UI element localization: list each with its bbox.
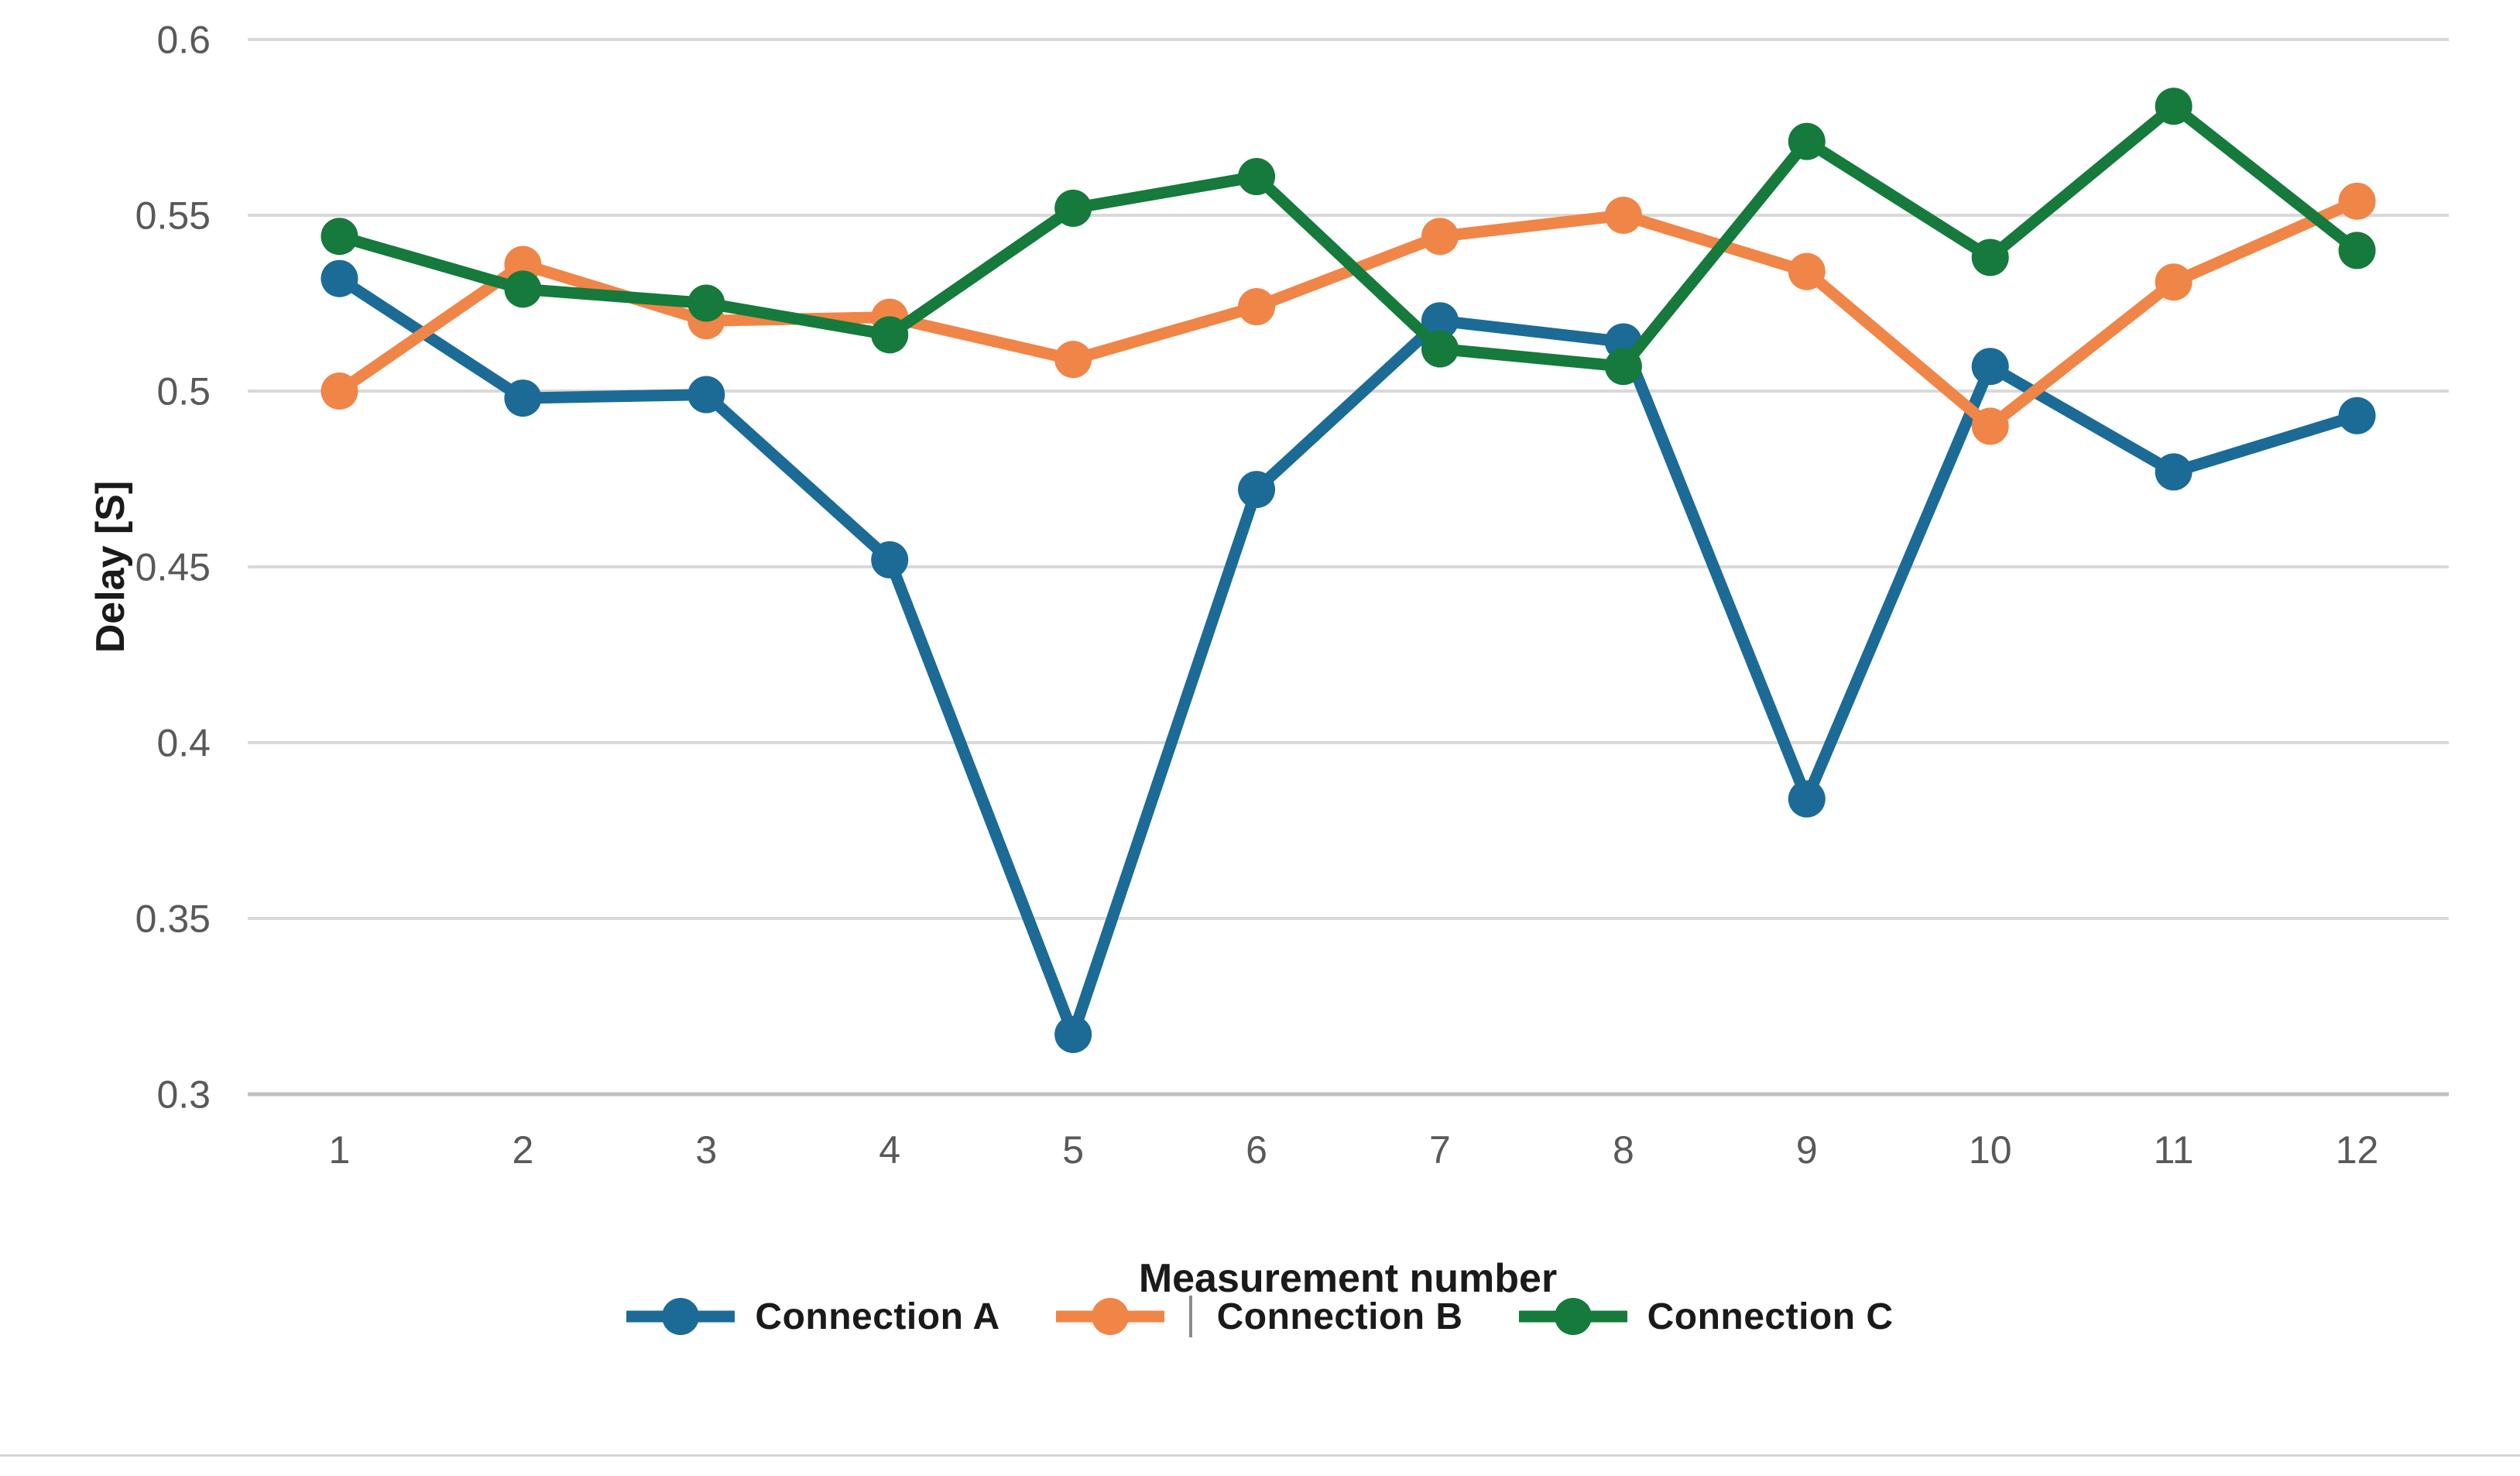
x-tick-label: 3	[695, 1128, 717, 1172]
data-point-connection-b-x6	[1238, 288, 1276, 326]
data-point-connection-c-x5	[1054, 189, 1092, 227]
legend-label-connection-b: Connection B	[1216, 1296, 1463, 1337]
legend-label-connection-a: Connection A	[755, 1296, 1000, 1337]
data-point-connection-a-x9	[1788, 780, 1826, 818]
data-point-connection-b-x10	[1971, 407, 2009, 445]
data-point-connection-a-x7	[1421, 302, 1459, 340]
legend-item-connection-b: Connection B	[1055, 1295, 1463, 1338]
legend-item-connection-a: Connection A	[626, 1295, 999, 1338]
x-tick-label: 11	[2154, 1128, 2194, 1172]
data-point-connection-b-x1	[321, 372, 358, 410]
legend-label-connection-c: Connection C	[1647, 1296, 1894, 1337]
data-point-connection-c-x10	[1971, 239, 2009, 276]
y-tick-label: 0.5	[156, 370, 211, 414]
y-axis-title: Delay [S]	[88, 481, 133, 654]
x-axis-title: Measurement number	[1139, 1256, 1557, 1301]
data-point-connection-b-x9	[1788, 252, 1826, 290]
legend-line-dot-glyph-b	[1055, 1298, 1164, 1335]
y-tick-label: 0.4	[156, 722, 211, 765]
data-point-connection-a-x3	[687, 376, 725, 414]
x-tick-label: 10	[1969, 1128, 2012, 1172]
y-tick-label: 0.6	[156, 19, 211, 62]
data-point-connection-c-x12	[2338, 232, 2376, 269]
legend: Connection A Connection B Connection C	[0, 1295, 2520, 1338]
x-tick-label: 9	[1796, 1128, 1818, 1172]
y-tick-label: 0.3	[156, 1073, 211, 1117]
data-point-connection-b-x5	[1054, 341, 1092, 379]
x-tick-label: 5	[1062, 1128, 1084, 1172]
x-axis-tick-labels: 1 2 3 4 5 6 7 8 9 10 11 12	[329, 1128, 2379, 1172]
data-point-connection-c-x1	[321, 218, 358, 256]
data-point-connection-b-x8	[1604, 197, 1642, 234]
data-point-connection-a-x1	[321, 259, 358, 297]
legend-line-dot-glyph-c	[1518, 1298, 1627, 1335]
data-point-connection-a-x2	[504, 379, 542, 417]
series-line-connection-a	[333, 273, 2364, 1041]
data-point-connection-c-x7	[1421, 330, 1459, 368]
x-tick-label: 7	[1429, 1128, 1451, 1172]
data-point-connection-a-x11	[2155, 453, 2193, 491]
series-group	[321, 88, 2376, 1053]
data-point-connection-b-x12	[2338, 182, 2376, 220]
data-point-connection-c-x6	[1238, 158, 1276, 196]
y-tick-label: 0.35	[135, 898, 211, 941]
legend-item-connection-c: Connection C	[1518, 1295, 1894, 1338]
data-point-connection-b-x11	[2155, 263, 2193, 301]
series-line-connection-c	[333, 100, 2364, 372]
series-line-connection-b	[333, 195, 2364, 432]
y-tick-label: 0.45	[135, 546, 211, 589]
data-point-connection-c-x4	[871, 316, 909, 354]
x-tick-label: 12	[2336, 1128, 2379, 1172]
y-tick-label: 0.55	[135, 194, 211, 238]
data-point-connection-c-x9	[1788, 122, 1826, 160]
data-point-connection-a-x5	[1054, 1015, 1092, 1053]
data-point-connection-a-x6	[1238, 471, 1276, 509]
bottom-horizontal-rule	[0, 1454, 2520, 1457]
series-connection-a	[321, 259, 2376, 1053]
legend-line-dot-glyph-a	[626, 1298, 735, 1335]
data-point-connection-c-x8	[1604, 348, 1642, 386]
legend-divider-bar	[1188, 1296, 1192, 1337]
y-axis-tick-labels: 0.6 0.55 0.5 0.45 0.4 0.35 0.3	[135, 19, 211, 1117]
gridlines-group	[248, 38, 2449, 1097]
x-tick-label: 6	[1246, 1128, 1267, 1172]
data-point-connection-a-x12	[2338, 396, 2376, 434]
data-point-connection-b-x7	[1421, 218, 1459, 256]
series-connection-c	[321, 88, 2376, 386]
data-point-connection-a-x10	[1971, 348, 2009, 386]
data-point-connection-c-x11	[2155, 88, 2193, 125]
x-tick-label: 8	[1613, 1128, 1634, 1172]
x-tick-label: 1	[329, 1128, 351, 1172]
x-tick-label: 2	[512, 1128, 533, 1172]
data-point-connection-a-x4	[871, 541, 909, 578]
x-tick-label: 4	[879, 1128, 900, 1172]
data-point-connection-c-x2	[504, 270, 542, 308]
data-point-connection-c-x3	[687, 284, 725, 322]
